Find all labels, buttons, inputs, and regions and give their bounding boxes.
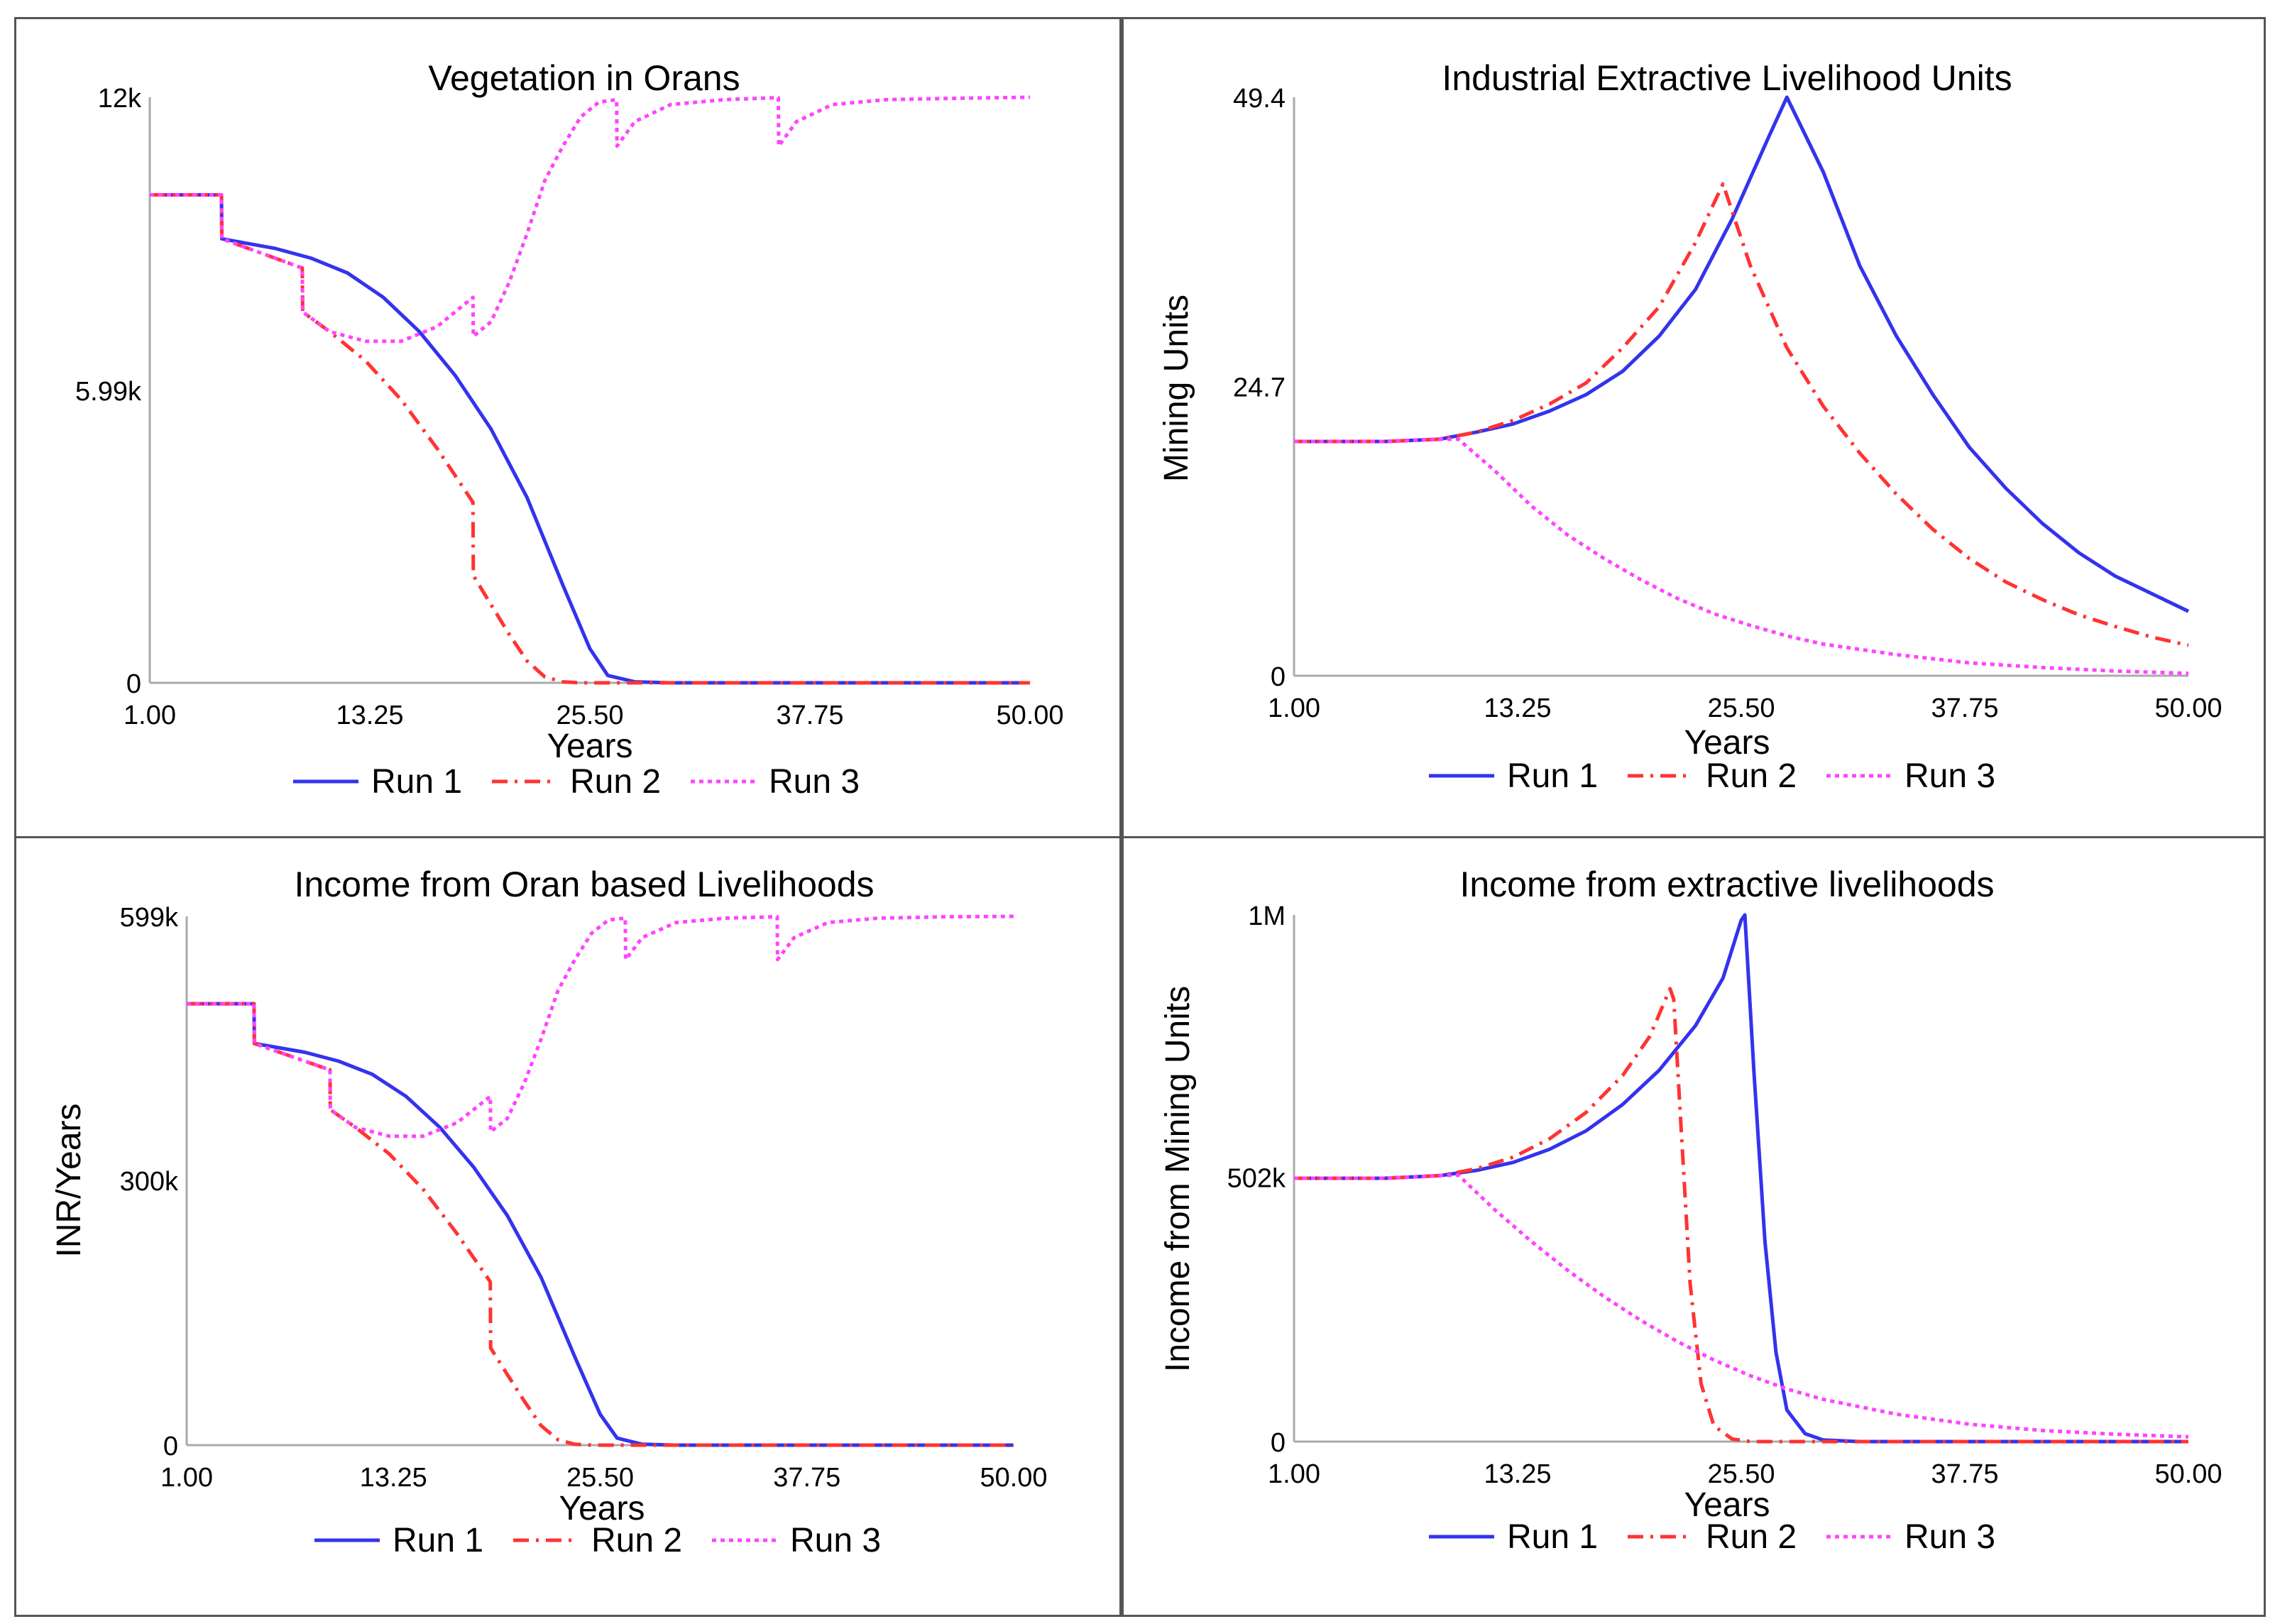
y-tick-label: 0	[1271, 1428, 1286, 1458]
x-tick-label: 37.75	[776, 701, 843, 730]
legend: Run 1 Run 2 Run 3	[1429, 1518, 1995, 1556]
y-ticks: 49.4 24.7 0	[1233, 84, 1286, 692]
chart-svg: Income from Oran based Livelihoods 599k 3…	[50, 865, 1048, 1559]
x-tick-label: 37.75	[773, 1463, 840, 1493]
x-tick-label: 13.25	[336, 701, 403, 730]
chart-svg: Industrial Extractive Livelihood Units 4…	[1158, 58, 2223, 795]
y-tick-label: 49.4	[1233, 84, 1286, 114]
legend-label: Run 2	[1706, 1518, 1797, 1556]
legend: Run 1 Run 2 Run 3	[314, 1522, 881, 1559]
y-axis-label: Mining Units	[1158, 295, 1195, 482]
y-tick-label: 5.99k	[75, 377, 142, 407]
y-tick-label: 24.7	[1233, 373, 1286, 403]
x-ticks: 1.00 13.25 25.50 37.75 50.00	[160, 1463, 1048, 1493]
x-tick-label: 1.00	[124, 701, 176, 730]
series-line-run-2	[1294, 987, 2188, 1444]
legend-label: Run 1	[393, 1522, 483, 1559]
legend-label: Run 1	[1507, 1518, 1598, 1556]
x-ticks: 1.00 13.25 25.50 37.75 50.00	[1268, 1459, 2223, 1489]
x-axis-label: Years	[1684, 724, 1770, 762]
series-line-run-3	[187, 914, 1014, 1139]
y-ticks: 599k 300k 0	[120, 903, 179, 1461]
legend-label: Run 2	[570, 763, 661, 801]
x-tick-label: 1.00	[160, 1463, 213, 1493]
y-tick-label: 300k	[120, 1167, 179, 1197]
series-line-run-1	[1294, 95, 2190, 613]
x-tick-label: 25.50	[566, 1463, 634, 1493]
series-lines	[1294, 95, 2190, 676]
series-line-run-1	[150, 193, 1030, 685]
x-tick-label: 50.00	[980, 1463, 1047, 1493]
chart-title: Income from Oran based Livelihoods	[294, 865, 874, 904]
series-line-run-3	[1294, 1173, 2189, 1439]
chart-title: Industrial Extractive Livelihood Units	[1442, 58, 2012, 98]
legend-label: Run 3	[790, 1522, 881, 1559]
x-tick-label: 13.25	[1484, 693, 1551, 723]
chart-title: Vegetation in Orans	[428, 58, 740, 98]
x-tick-label: 37.75	[1931, 693, 1998, 723]
series-line-run-3	[1294, 437, 2189, 676]
x-ticks: 1.00 13.25 25.50 37.75 50.00	[1268, 693, 2223, 723]
x-tick-label: 13.25	[360, 1463, 427, 1493]
series-line-run-3	[150, 95, 1031, 344]
chart-panel-oran-income: Income from Oran based Livelihoods 599k 3…	[14, 836, 1122, 1617]
x-tick-label: 50.00	[996, 701, 1063, 730]
x-tick-label: 25.50	[1707, 1459, 1775, 1489]
y-tick-label: 0	[163, 1432, 178, 1461]
series-line-run-2	[1294, 182, 2189, 647]
legend-label: Run 2	[1706, 757, 1797, 795]
series-line-run-2	[150, 193, 1030, 685]
y-tick-label: 0	[126, 669, 141, 699]
legend-label: Run 1	[1507, 757, 1598, 795]
x-tick-label: 13.25	[1484, 1459, 1551, 1489]
series-lines	[1294, 913, 2189, 1444]
legend: Run 1 Run 2 Run 3	[1429, 757, 1995, 795]
x-tick-label: 50.00	[2154, 1459, 2222, 1489]
chart-svg: Vegetation in Orans 12k 5.99k 0 1.00 13.25 2…	[75, 58, 1064, 801]
chart-panel-extractive-income: Income from extractive livelihoods 1M 502…	[1122, 836, 2266, 1617]
y-ticks: 12k 5.99k 0	[75, 84, 142, 699]
y-ticks: 1M 502k 0	[1227, 901, 1286, 1458]
legend-label: Run 1	[371, 763, 462, 801]
x-axis-label: Years	[547, 728, 633, 765]
y-tick-label: 599k	[120, 903, 179, 933]
x-tick-label: 25.50	[1707, 693, 1775, 723]
y-tick-label: 1M	[1248, 901, 1286, 931]
legend-label: Run 2	[591, 1522, 682, 1559]
series-lines	[187, 914, 1014, 1447]
y-axis-label: INR/Years	[50, 1104, 88, 1258]
chart-panel-vegetation: Vegetation in Orans 12k 5.99k 0 1.00 13.25 2…	[14, 17, 1122, 840]
x-tick-label: 50.00	[2154, 693, 2222, 723]
y-tick-label: 502k	[1227, 1164, 1286, 1194]
x-axis-label: Years	[1684, 1486, 1770, 1524]
legend-label: Run 3	[1904, 1518, 1995, 1556]
series-lines	[150, 95, 1031, 685]
x-tick-label: 1.00	[1268, 1459, 1320, 1489]
y-tick-label: 0	[1271, 662, 1286, 692]
x-tick-label: 25.50	[556, 701, 623, 730]
series-line-run-1	[1294, 913, 2188, 1444]
series-line-run-2	[187, 1002, 1014, 1447]
chart-title: Income from extractive livelihoods	[1459, 865, 1994, 904]
x-tick-label: 1.00	[1268, 693, 1320, 723]
chart-svg: Income from extractive livelihoods 1M 502…	[1159, 865, 2223, 1556]
chart-panel-extractive-units: Industrial Extractive Livelihood Units 4…	[1122, 17, 2266, 840]
y-axis-label: Income from Mining Units	[1159, 986, 1197, 1372]
legend-label: Run 3	[769, 763, 860, 801]
y-tick-label: 12k	[98, 84, 142, 114]
series-line-run-1	[187, 1002, 1014, 1447]
x-ticks: 1.00 13.25 25.50 37.75 50.00	[124, 701, 1064, 730]
x-tick-label: 37.75	[1931, 1459, 1998, 1489]
legend-label: Run 3	[1904, 757, 1995, 795]
legend: Run 1 Run 2 Run 3	[293, 763, 860, 801]
x-axis-label: Years	[559, 1490, 645, 1527]
